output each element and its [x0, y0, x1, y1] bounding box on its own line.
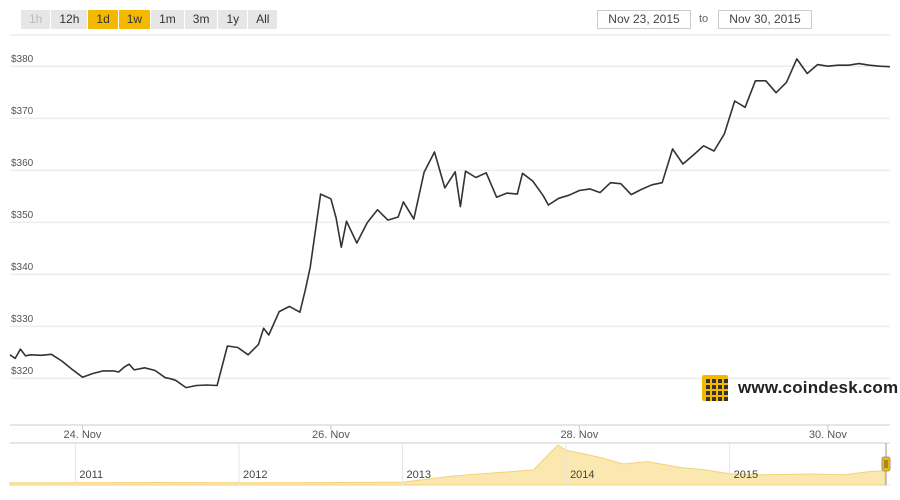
- navigator-year-label: 2012: [243, 469, 267, 481]
- range-button-1d[interactable]: 1d: [88, 10, 118, 29]
- watermark: www.coindesk.com: [702, 375, 898, 401]
- navigator-area: [9, 444, 886, 486]
- date-to-label: to: [699, 13, 709, 25]
- price-line: [9, 58, 891, 389]
- x-tick-label: 26. Nov: [312, 429, 350, 441]
- y-tick-label: $350: [11, 210, 34, 221]
- range-button-all[interactable]: All: [248, 10, 278, 29]
- x-tick-label: 28. Nov: [560, 429, 598, 441]
- x-tick-label: 30. Nov: [809, 429, 847, 441]
- navigator-handle[interactable]: [881, 456, 891, 472]
- x-tick-label: 24. Nov: [64, 429, 102, 441]
- y-tick-label: $320: [11, 366, 34, 377]
- navigator-year-label: 2011: [79, 469, 103, 481]
- date-from-input[interactable]: Nov 23, 2015: [597, 10, 691, 29]
- navigator-year-label: 2013: [407, 469, 431, 481]
- range-button-1y[interactable]: 1y: [218, 10, 248, 29]
- range-selector: 1h 12h 1d 1w 1m 3m 1y All: [21, 10, 278, 29]
- watermark-text: www.coindesk.com: [738, 378, 899, 397]
- range-button-1h[interactable]: 1h: [21, 10, 51, 29]
- date-to-input[interactable]: Nov 30, 2015: [718, 10, 812, 29]
- range-button-1m[interactable]: 1m: [151, 10, 184, 29]
- y-tick-label: $360: [11, 158, 34, 169]
- coindesk-logo-icon: [702, 375, 728, 401]
- y-tick-label: $330: [11, 314, 34, 325]
- y-tick-label: $370: [11, 106, 34, 117]
- navigator-year-label: 2015: [734, 469, 758, 481]
- range-button-12h[interactable]: 12h: [51, 10, 88, 29]
- range-button-1w[interactable]: 1w: [118, 10, 151, 29]
- y-tick-label: $340: [11, 262, 34, 273]
- navigator-year-label: 2014: [570, 469, 594, 481]
- range-button-3m[interactable]: 3m: [184, 10, 218, 29]
- y-tick-label: $380: [11, 54, 34, 65]
